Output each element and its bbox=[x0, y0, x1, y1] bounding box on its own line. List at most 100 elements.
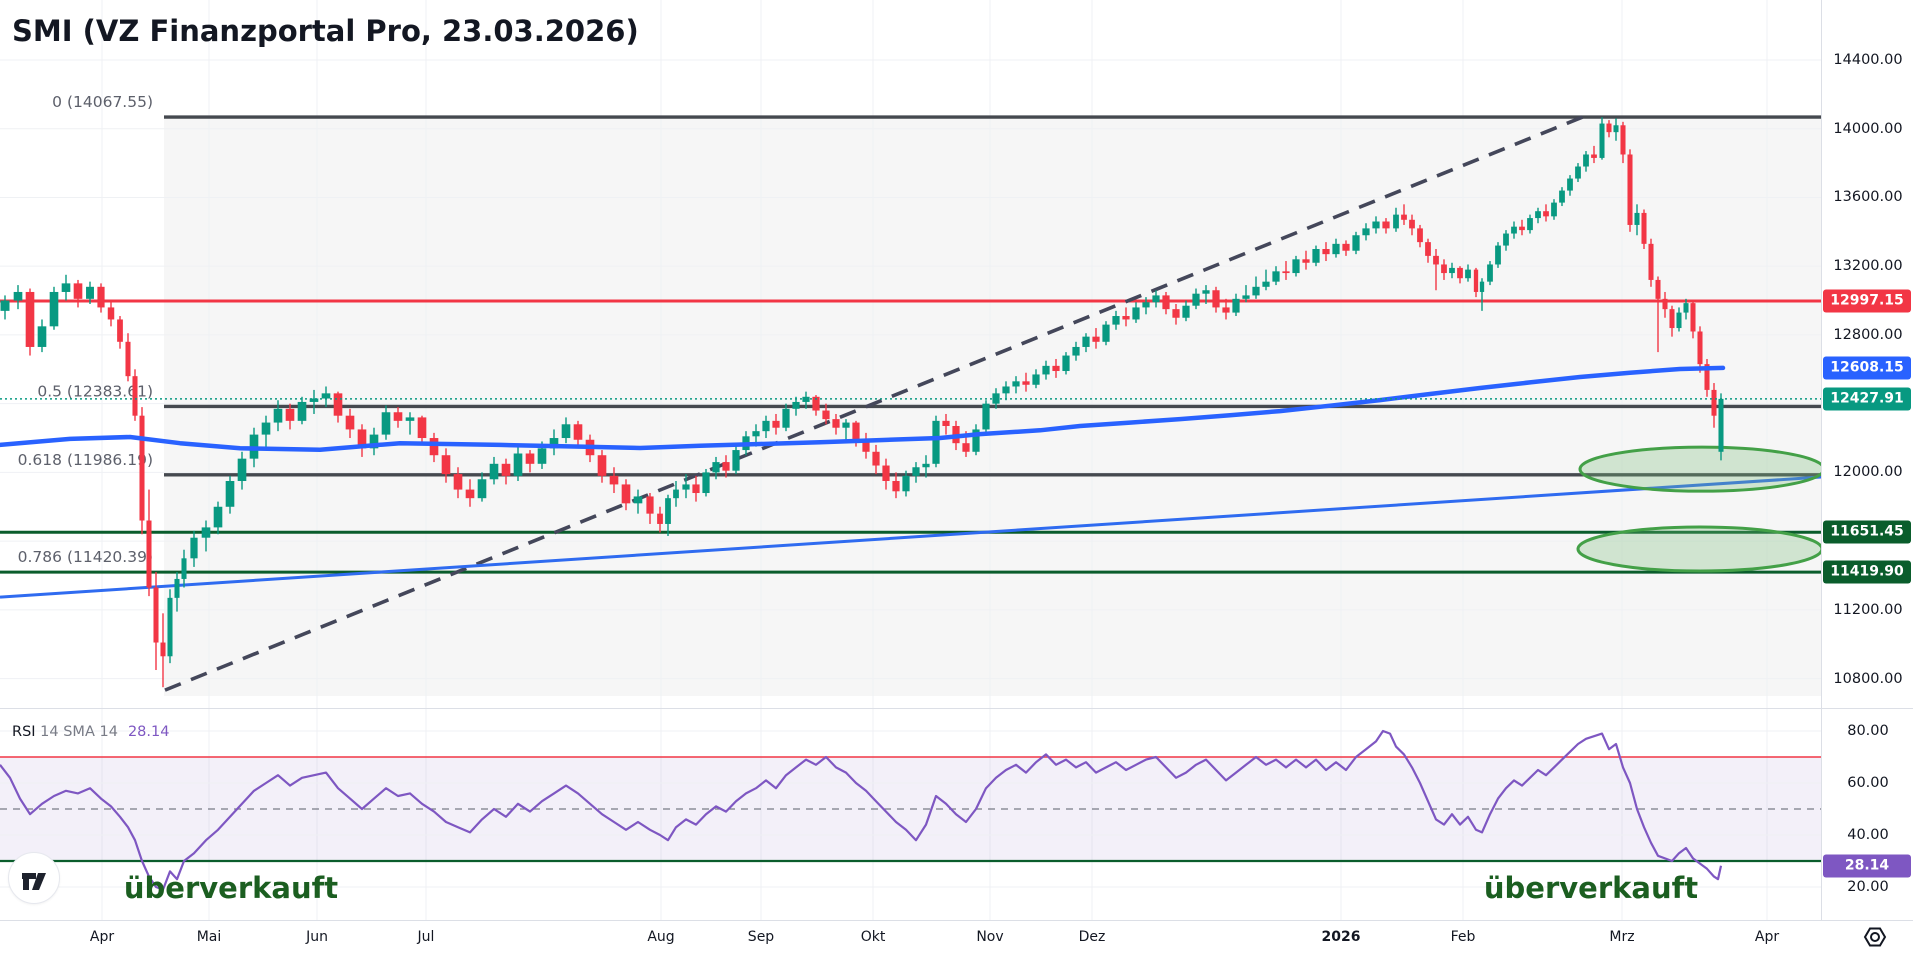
time-axis-label[interactable]: Dez bbox=[1078, 929, 1106, 945]
candle-body bbox=[13, 291, 23, 301]
candle-body bbox=[621, 484, 631, 504]
candle-body bbox=[1262, 281, 1270, 287]
candle-body bbox=[1583, 154, 1589, 167]
candle-body bbox=[822, 410, 830, 420]
time-axis-label[interactable]: Apr bbox=[1754, 929, 1780, 945]
time-axis-separator[interactable] bbox=[0, 920, 1913, 921]
candle-body bbox=[712, 462, 720, 473]
candle-body bbox=[1690, 303, 1696, 332]
candle-body bbox=[405, 417, 415, 421]
rsi-pane[interactable]: überverkauft überverkauft bbox=[0, 708, 1821, 920]
candle-body bbox=[982, 403, 990, 430]
price-axis-label: 12800.00 bbox=[1833, 326, 1903, 343]
candle-body bbox=[174, 578, 180, 598]
candle-body bbox=[1182, 305, 1190, 318]
candle-body bbox=[972, 429, 980, 452]
candle-body bbox=[673, 489, 679, 499]
rsi-indicator-name: RSI bbox=[12, 724, 36, 740]
candle-body bbox=[1042, 365, 1050, 375]
candle-body bbox=[201, 527, 211, 538]
fib-level-label: 0 (14067.55) bbox=[52, 93, 153, 111]
candle-body bbox=[1620, 125, 1626, 155]
rsi-legend[interactable]: RSI 14 SMA 14 28.14 bbox=[12, 724, 169, 740]
candle-body bbox=[1591, 154, 1597, 158]
candle-body bbox=[49, 291, 59, 327]
candle-body bbox=[1634, 212, 1640, 225]
candle-body bbox=[1062, 355, 1070, 372]
time-axis-label[interactable]: Sep bbox=[747, 929, 775, 945]
candle-body bbox=[1425, 242, 1431, 256]
time-axis-label[interactable]: Aug bbox=[647, 929, 675, 945]
candle-body bbox=[357, 429, 367, 449]
candle-body bbox=[1072, 346, 1080, 356]
time-axis-label[interactable]: Feb bbox=[1450, 929, 1476, 945]
candle-body bbox=[872, 451, 880, 466]
candle-body bbox=[190, 537, 198, 559]
candle-body bbox=[782, 408, 790, 428]
candle-body bbox=[73, 283, 83, 299]
candle-body bbox=[942, 420, 950, 427]
candle-body bbox=[1535, 211, 1541, 219]
candle-body bbox=[1212, 290, 1220, 308]
time-axis-label[interactable]: Nov bbox=[976, 929, 1004, 945]
candle-body bbox=[1312, 249, 1320, 263]
candle-body bbox=[561, 424, 571, 439]
candle-body bbox=[1704, 364, 1710, 390]
time-axis-label[interactable]: 2026 bbox=[1321, 929, 1361, 945]
chart-title: SMI (VZ Finanzportal Pro, 23.03.2026) bbox=[12, 14, 639, 48]
candle-body bbox=[1559, 190, 1565, 203]
candle-body bbox=[1669, 309, 1675, 329]
candle-body bbox=[812, 396, 820, 411]
candle-body bbox=[657, 513, 663, 524]
candle-body bbox=[1599, 123, 1605, 158]
candle-body bbox=[646, 496, 654, 514]
time-axis-label[interactable]: Mrz bbox=[1609, 929, 1635, 945]
time-axis-label[interactable]: Mai bbox=[196, 929, 222, 945]
candle-body bbox=[1002, 386, 1010, 394]
time-axis-label[interactable]: Apr bbox=[89, 929, 115, 945]
candle-body bbox=[86, 286, 94, 299]
price-axis-label: 11200.00 bbox=[1833, 601, 1903, 618]
candle-body bbox=[1352, 235, 1360, 251]
candle-body bbox=[1332, 243, 1340, 255]
candle-body bbox=[107, 307, 115, 320]
candle-body bbox=[1503, 233, 1509, 246]
price-axis-label: 13600.00 bbox=[1833, 189, 1903, 206]
dashed-trendline bbox=[164, 111, 1593, 692]
candle-body bbox=[1575, 166, 1581, 179]
oversold-label: überverkauft bbox=[124, 871, 338, 905]
candle-body bbox=[417, 417, 427, 439]
candle-body bbox=[97, 286, 105, 308]
candle-body bbox=[153, 587, 159, 643]
price-axis-separator[interactable] bbox=[1821, 0, 1822, 920]
candle-body bbox=[1495, 245, 1501, 265]
candle-body bbox=[1567, 178, 1573, 191]
pane-separator[interactable] bbox=[0, 708, 1913, 709]
time-axis-label[interactable]: Okt bbox=[860, 929, 886, 945]
rsi-axis-label: 20.00 bbox=[1847, 878, 1889, 895]
candle-body bbox=[772, 420, 780, 428]
price-pane[interactable]: 0 (14067.55) 0.5 (12383.61) 0.618 (11986.1… bbox=[0, 0, 1821, 708]
candle-body bbox=[1152, 295, 1160, 303]
candle-body bbox=[1022, 381, 1030, 385]
time-axis-label[interactable]: Jun bbox=[306, 929, 328, 945]
candle-body bbox=[1342, 243, 1350, 251]
fib-level-label: 0.786 (11420.39) bbox=[18, 548, 153, 566]
candle-body bbox=[1112, 316, 1120, 325]
tradingview-logo[interactable] bbox=[8, 852, 60, 904]
candle-body bbox=[1543, 211, 1549, 217]
candle-body bbox=[692, 484, 700, 494]
candle-body bbox=[489, 463, 499, 480]
candle-body bbox=[1012, 381, 1020, 387]
time-axis-label[interactable]: Jul bbox=[417, 929, 435, 945]
candle-body bbox=[501, 463, 511, 476]
rsi-axis-label: 80.00 bbox=[1847, 723, 1889, 739]
candle-body bbox=[1282, 271, 1290, 274]
candle-body bbox=[0, 300, 10, 311]
highlight-ellipse bbox=[1576, 525, 1821, 573]
candle-body bbox=[225, 480, 235, 507]
candle-body bbox=[429, 438, 439, 456]
price-badge: 11651.45 bbox=[1823, 520, 1911, 544]
candle-body bbox=[892, 480, 900, 492]
candle-body bbox=[682, 484, 690, 490]
